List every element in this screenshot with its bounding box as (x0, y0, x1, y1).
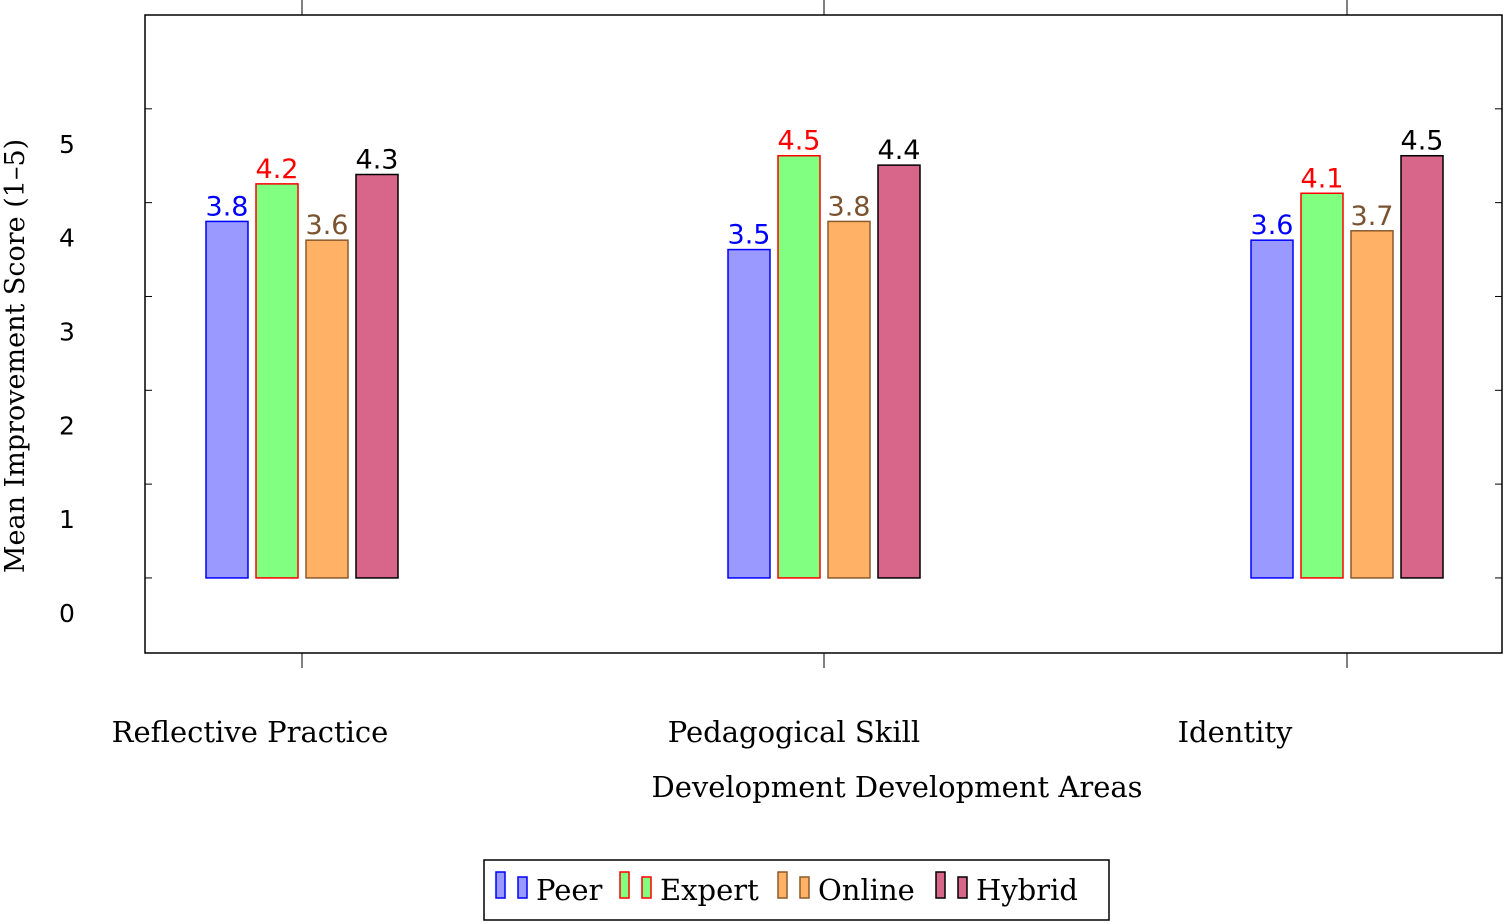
data-label: 4.1 (1301, 163, 1344, 194)
data-label: 4.3 (356, 145, 399, 176)
bar-hybrid (1400, 154, 1444, 579)
bar-hybrid (355, 173, 399, 579)
legend-label: Online (818, 873, 915, 907)
y-tick-label: 4 (59, 224, 75, 253)
x-tick-label: Pedagogical Skill (668, 715, 920, 749)
legend-swatch (799, 876, 810, 899)
legend: Peer Expert Online Hybrid (483, 859, 1110, 921)
legend-swatch (777, 871, 788, 899)
x-tick-label: Identity (1178, 715, 1293, 749)
data-label: 3.5 (728, 220, 771, 251)
legend-swatch (641, 876, 652, 899)
bar-peer (205, 220, 249, 579)
y-tick-label: 2 (59, 411, 75, 440)
data-label: 3.6 (1251, 210, 1294, 241)
bar-expert (255, 183, 299, 579)
legend-label: Hybrid (976, 873, 1078, 907)
bar-expert (1300, 192, 1344, 579)
data-label: 3.7 (1351, 201, 1394, 232)
legend-swatch (957, 876, 968, 899)
legend-swatch (935, 871, 946, 899)
bar-online (305, 239, 349, 579)
bar-peer (1250, 239, 1294, 579)
data-label: 4.5 (778, 126, 821, 157)
bar-peer (727, 248, 771, 579)
legend-label: Peer (536, 873, 603, 907)
y-tick-label: 3 (59, 317, 75, 346)
bar-expert (777, 154, 821, 579)
legend-swatch (495, 871, 506, 899)
x-tick-label: Reflective Practice (112, 715, 389, 749)
bar-hybrid (877, 164, 921, 579)
x-axis-title: Development Development Areas (651, 770, 1142, 804)
legend-swatch (517, 876, 528, 899)
data-label: 4.5 (1401, 126, 1444, 157)
y-tick-label: 1 (59, 505, 75, 534)
data-label: 4.4 (878, 135, 921, 166)
y-axis-title: Mean Improvement Score (1–5) (0, 139, 31, 573)
data-label: 3.8 (828, 191, 871, 222)
data-label: 4.2 (256, 154, 299, 185)
y-tick-label: 0 (59, 599, 75, 628)
data-label: 3.8 (206, 191, 249, 222)
legend-label: Expert (660, 873, 759, 907)
data-label: 3.6 (306, 210, 349, 241)
legend-frame (483, 859, 1110, 921)
bar-online (1350, 230, 1394, 579)
legend-swatch (619, 871, 630, 899)
y-tick-label: 5 (59, 130, 75, 159)
bar-online (827, 220, 871, 579)
